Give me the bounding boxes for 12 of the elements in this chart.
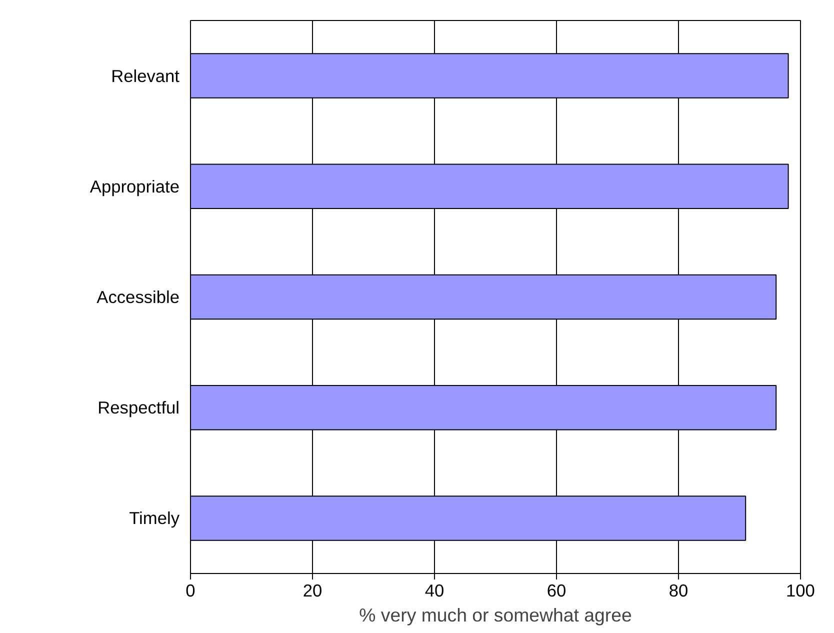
- y-tick-label: Respectful: [98, 398, 180, 418]
- y-tick-label: Timely: [129, 508, 180, 528]
- x-tick-label: 80: [668, 580, 688, 600]
- y-tick-label: Accessible: [96, 287, 180, 307]
- x-tick-label: 60: [546, 580, 566, 600]
- x-tick-label: 20: [302, 580, 322, 600]
- y-tick-label: Relevant: [111, 66, 180, 86]
- x-axis-title: % very much or somewhat agree: [359, 604, 632, 626]
- y-tick-label: Appropriate: [90, 176, 180, 196]
- x-tick-label: 100: [786, 580, 815, 600]
- x-tick-label: 40: [424, 580, 444, 600]
- x-tick-label: 0: [186, 580, 196, 600]
